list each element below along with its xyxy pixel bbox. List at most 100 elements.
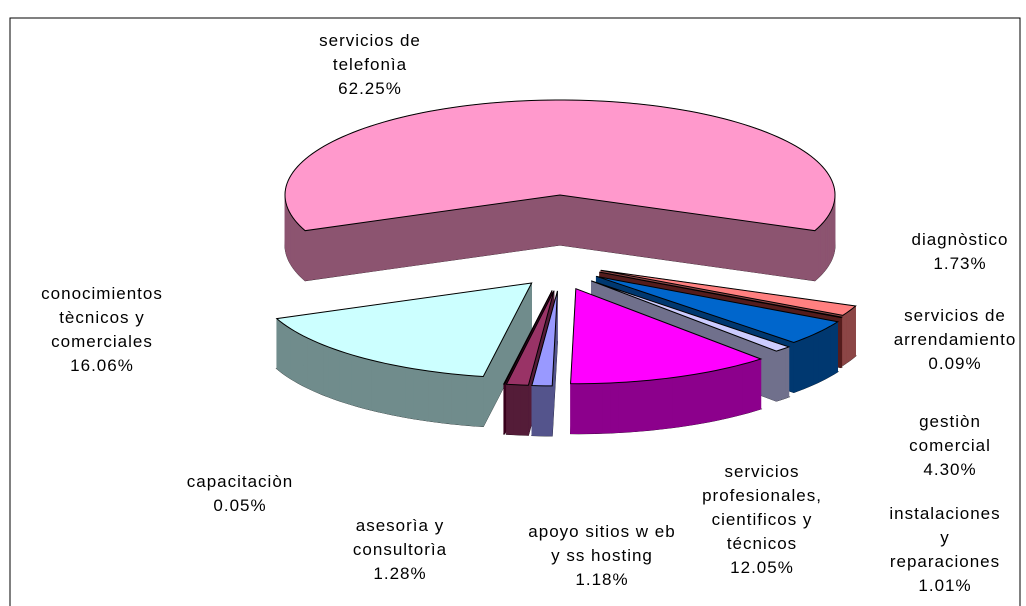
slice-side (594, 382, 603, 434)
slice-side (364, 358, 372, 411)
slice-side (602, 382, 611, 434)
slice-side (328, 346, 335, 400)
slice-side (793, 340, 800, 393)
slice-side (294, 330, 300, 385)
slice-label: servicios de arrendamiento 0.09% (894, 304, 1017, 376)
slice-side (852, 305, 856, 359)
slice-label: conocimientos tècnicos y comerciales 16.0… (41, 282, 163, 378)
slice-top (284, 99, 836, 232)
slice-side (420, 369, 429, 422)
slice-side (513, 384, 522, 436)
slice-side (641, 379, 651, 432)
slice-top (505, 290, 555, 386)
slice-side (538, 385, 546, 437)
slice-side (633, 380, 643, 432)
slice-side (298, 333, 304, 387)
value-label: 1.18% (575, 570, 629, 589)
slice-side (323, 344, 330, 398)
slice-side (405, 367, 414, 420)
slice-side (466, 374, 476, 427)
slice-label: diagnòstico 1.73% (911, 228, 1008, 276)
slice-top (275, 282, 533, 377)
slice-side (715, 368, 723, 421)
slice-top (600, 269, 857, 316)
slice-side (729, 365, 737, 418)
slice-side (294, 219, 298, 274)
value-label: 0.09% (928, 354, 982, 373)
slice-side (672, 376, 681, 428)
slice-side (821, 327, 827, 382)
slice-side (694, 372, 703, 425)
category-label: asesorìa y consultorìa (352, 516, 448, 559)
slice-side (334, 348, 341, 402)
slice-side (784, 346, 790, 399)
slice-side (803, 336, 809, 390)
slice-top (502, 290, 553, 385)
slice-side (290, 328, 296, 382)
slice-side (776, 349, 781, 402)
slice-side (276, 317, 281, 372)
value-label: 12.05% (730, 558, 794, 577)
slice-side (384, 362, 393, 416)
slice-side (687, 374, 695, 426)
slice-side (812, 332, 819, 386)
category-label: capacitaciòn (186, 472, 294, 491)
slice-side (283, 323, 288, 377)
value-label: 1.01% (918, 576, 972, 595)
slice-side (814, 227, 819, 282)
slice-side (808, 334, 814, 388)
slice-side (351, 354, 359, 408)
slice-label: instalaciones y reparaciones 1.01% (889, 502, 1000, 598)
slice-side (849, 307, 854, 362)
slice-top (591, 280, 791, 352)
slice-label: gestiòn comercial 4.30% (909, 410, 991, 482)
value-label: 1.73% (933, 254, 987, 273)
slice-side (520, 384, 529, 436)
slice-side (657, 378, 666, 430)
slice-side (531, 385, 539, 437)
slice-label: servicios profesionales, cientificos y t… (702, 460, 822, 580)
slice-top (570, 287, 763, 385)
value-label: 1.28% (373, 564, 427, 583)
slice (284, 99, 836, 282)
slice-top (596, 275, 840, 343)
slice-side (626, 381, 635, 433)
category-label: servicios de telefonìa (319, 31, 421, 74)
slice (531, 290, 558, 437)
slice-side (398, 365, 407, 418)
slice-side (618, 381, 627, 433)
slice-side (377, 361, 386, 414)
slice-side (371, 359, 379, 413)
slice-side (303, 335, 309, 389)
slice-side (428, 370, 437, 423)
slice-side (817, 330, 823, 384)
slice-side (825, 216, 828, 271)
value-label: 62.25% (338, 79, 402, 98)
category-label: servicios profesionales, cientificos y t… (702, 462, 822, 553)
slice-side (742, 362, 749, 415)
slice-side (735, 363, 743, 417)
slice-side (299, 224, 303, 279)
slice-side (586, 383, 595, 434)
slice-side (307, 337, 314, 392)
slice-side (833, 321, 838, 375)
slice-side (846, 310, 850, 364)
slice-side (822, 219, 826, 274)
slice-side (679, 375, 688, 427)
slice (275, 282, 533, 427)
slice-side (754, 358, 762, 412)
slice-side (339, 350, 347, 404)
slice-side (798, 338, 805, 391)
slice-side (312, 340, 319, 394)
slice-side (780, 347, 786, 401)
slice-side (664, 377, 673, 429)
slice-side (279, 320, 284, 375)
slice-side (296, 221, 300, 277)
category-label: instalaciones y reparaciones (889, 504, 1001, 571)
slice-side (443, 372, 452, 425)
slice-side (701, 371, 710, 424)
slice-side (610, 382, 619, 434)
slice-side (570, 383, 579, 434)
slice-side (649, 379, 658, 431)
